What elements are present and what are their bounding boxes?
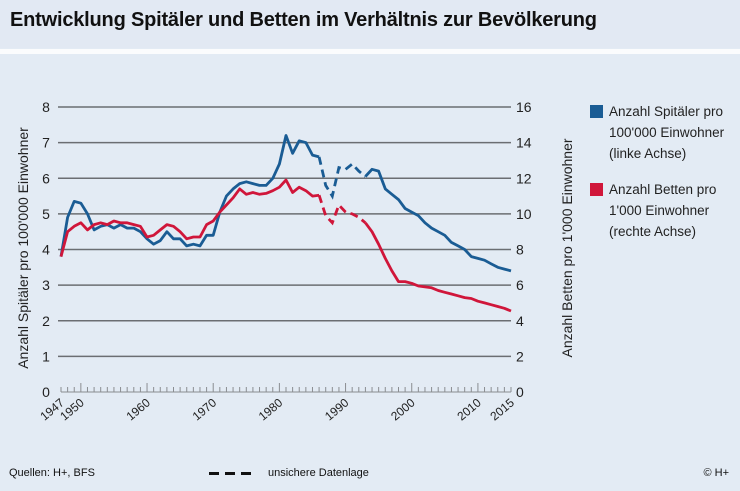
x-tick-label: 2015 — [487, 395, 517, 423]
legend-swatch-beds — [590, 183, 603, 196]
x-tick-label: 1970 — [190, 395, 220, 423]
series-line-hospitals — [364, 167, 512, 273]
x-tick-label: 1950 — [57, 395, 87, 423]
y-axis-title-right: Anzahl Betten pro 1'000 Einwohner — [559, 138, 575, 357]
legend-line: 100'000 Einwohner — [609, 125, 725, 140]
x-tick-label: 1960 — [124, 395, 154, 423]
chart-title: Entwicklung Spitäler und Betten im Verhä… — [10, 9, 597, 31]
y-tick-label-left: 3 — [42, 277, 50, 293]
series-layer — [59, 134, 512, 313]
series-line-beds — [59, 178, 320, 257]
title-separator — [0, 49, 740, 54]
series-line-hospitals-uncertain — [317, 156, 367, 200]
dashed-line-legend-icon — [209, 472, 253, 475]
y-tick-label-right: 0 — [516, 384, 524, 400]
y-tick-label-left: 5 — [42, 206, 50, 222]
x-tick-label: 1980 — [256, 395, 286, 423]
legend-line: Anzahl Betten pro — [609, 182, 717, 197]
y-tick-label-right: 2 — [516, 348, 524, 364]
y-tick-label-left: 0 — [42, 384, 50, 400]
series-line-hospitals — [59, 134, 320, 257]
x-tick-label: 1990 — [322, 395, 352, 423]
legend-line: Anzahl Spitäler pro — [609, 104, 724, 119]
y-tick-label-right: 8 — [516, 242, 524, 258]
series-line-beds-uncertain — [317, 194, 367, 226]
y-tick-label-left: 4 — [42, 242, 50, 258]
y-tick-label-left: 2 — [42, 313, 50, 329]
legend-line: 1'000 Einwohner — [609, 203, 710, 218]
legend-swatch-hospitals — [590, 105, 603, 118]
legend-line: (linke Achse) — [609, 146, 687, 161]
footer-source: Quellen: H+, BFS — [9, 467, 95, 479]
footer-uncertain-label: unsichere Datenlage — [268, 467, 369, 479]
y-tick-label-right: 10 — [516, 206, 532, 222]
title-bar — [0, 0, 740, 48]
y-tick-label-right: 14 — [516, 135, 532, 151]
left-axis: 0 1 2 3 4 5 6 7 8 — [42, 99, 511, 400]
series-line-beds — [364, 221, 512, 313]
footer-copyright: © H+ — [703, 467, 729, 479]
right-axis: 0 2 4 6 8 10 12 14 16 — [516, 99, 532, 400]
legend-line: (rechte Achse) — [609, 224, 697, 239]
y-tick-label-right: 12 — [516, 170, 532, 186]
y-tick-label-left: 7 — [42, 135, 50, 151]
y-tick-label-right: 4 — [516, 313, 524, 329]
y-tick-label-left: 1 — [42, 348, 50, 364]
y-tick-label-right: 6 — [516, 277, 524, 293]
x-tick-label: 2000 — [388, 395, 418, 423]
y-axis-title-left: Anzahl Spitäler pro 100'000 Einwohner — [15, 127, 31, 369]
y-tick-label-left: 8 — [42, 99, 50, 115]
y-tick-label-right: 16 — [516, 99, 532, 115]
y-tick-label-left: 6 — [42, 170, 50, 186]
x-tick-label: 2010 — [454, 395, 484, 423]
